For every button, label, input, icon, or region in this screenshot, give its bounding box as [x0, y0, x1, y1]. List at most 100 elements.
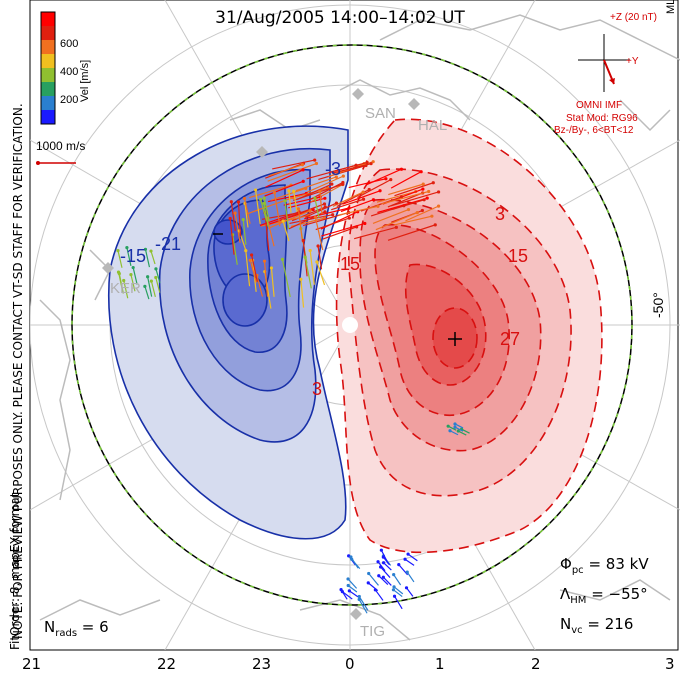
velocity-vector-origin	[248, 258, 252, 262]
velocity-vector-origin	[154, 267, 158, 271]
velocity-vector-origin	[381, 561, 386, 565]
velocity-vector-origin	[357, 594, 361, 599]
velocity-vector-origin	[341, 174, 345, 178]
velocity-vector	[368, 573, 379, 586]
imf-y-label: +Y	[626, 56, 639, 67]
velocity-vector	[272, 159, 315, 170]
mlt-tick-1: 1	[435, 655, 445, 673]
velocity-vector-origin	[436, 204, 441, 208]
velocity-vector-origin	[262, 259, 267, 263]
velocity-vector	[264, 180, 304, 197]
velocity-vector-origin	[381, 575, 385, 579]
velocity-vector	[267, 192, 307, 203]
phi-sub: pc	[571, 565, 584, 576]
velocity-vector-origin	[392, 585, 396, 589]
velocity-vector	[383, 562, 392, 571]
velocity-vector	[288, 190, 292, 213]
velocity-vector-origin	[331, 213, 335, 217]
colorbar-band	[41, 54, 55, 69]
colorbar-band	[41, 12, 55, 27]
station-label-tig: TIG	[360, 623, 385, 640]
velocity-vector	[331, 198, 364, 211]
velocity-vector	[263, 203, 269, 228]
velocity-vector-origin	[143, 247, 148, 251]
colorbar-band	[41, 68, 55, 83]
velocity-vector	[130, 274, 136, 292]
velocity-vector-origin	[316, 244, 320, 248]
radar-count: Nrads = 6	[44, 618, 109, 639]
colorbar-band	[41, 82, 55, 97]
velocity-vector	[244, 203, 249, 228]
velocity-vector-origin	[430, 214, 434, 218]
velocity-vector-origin	[330, 182, 334, 186]
velocity-vector	[407, 553, 418, 562]
velocity-vector-origin	[394, 225, 398, 229]
contour-label: 15	[340, 254, 360, 274]
velocity-vector	[271, 187, 306, 201]
velocity-vector	[144, 249, 151, 268]
velocity-vector	[358, 599, 368, 614]
colorbar-band	[41, 110, 55, 125]
velocity-vector-origin	[262, 201, 266, 205]
mlt-tick-0: 0	[345, 655, 355, 673]
velocity-vector-origin	[303, 255, 307, 259]
velocity-vector-origin	[391, 588, 396, 592]
velocity-vector-origin	[453, 425, 457, 429]
velocity-vector-origin	[300, 163, 305, 167]
velocity-vector-origin	[378, 189, 382, 193]
velocity-vector-origin	[154, 275, 158, 280]
velocity-vector-origin	[376, 560, 380, 564]
velocity-vector	[375, 212, 418, 231]
velocity-vector	[267, 162, 317, 182]
velocity-vector	[118, 273, 124, 294]
station-markers	[102, 88, 420, 620]
lambda-value: = −55°	[586, 585, 648, 603]
colorbar-tick-600: 600	[60, 38, 79, 50]
station-label-hal: HAL	[418, 117, 447, 134]
velocity-vector-origin	[281, 219, 285, 223]
fit-order-note: FitOrder: 8, mapEX format	[8, 492, 22, 650]
velocity-vector-origin	[419, 170, 423, 174]
velocity-vector-origin	[308, 248, 312, 253]
velocity-vector-origin	[346, 577, 350, 581]
velocity-vector-origin	[422, 198, 426, 202]
velocity-vector-origin	[415, 210, 419, 215]
phi-value: = 83 kV	[583, 555, 649, 573]
velocity-vector-origin	[314, 161, 319, 166]
contour-label: -15	[120, 246, 146, 266]
velocity-vector-origin	[269, 266, 274, 270]
velocity-vector	[243, 198, 251, 224]
velocity-vector-origin	[381, 555, 385, 559]
positive-potential-cell	[335, 118, 603, 554]
velocity-vector-origin	[280, 257, 285, 261]
nvc-symbol: N	[560, 615, 572, 633]
velocity-vector	[245, 250, 251, 287]
velocity-vector	[242, 219, 247, 245]
velocity-vector-origin	[406, 207, 411, 212]
velocity-vector	[260, 199, 268, 222]
velocity-vector	[132, 267, 138, 285]
velocity-vector-origin	[323, 196, 327, 200]
velocity-vector-origin	[427, 189, 431, 194]
velocity-vector-origin	[117, 272, 121, 276]
map-title: 31/Aug/2005 14:00–14:02 UT	[215, 8, 465, 28]
velocity-vector-origin	[272, 191, 277, 195]
mlt-tick-22: 22	[157, 655, 177, 673]
velocity-vector-origin	[334, 201, 339, 205]
velocity-vector	[350, 556, 359, 569]
velocity-vector-origin	[397, 563, 401, 567]
velocity-vector	[266, 217, 275, 247]
velocity-vector-origin	[406, 552, 410, 556]
mlt-tick-21: 21	[22, 655, 42, 673]
velocity-vector	[251, 254, 258, 282]
velocity-vector-origin	[405, 570, 409, 574]
velocity-vector	[372, 208, 409, 224]
velocity-vector-origin	[229, 200, 233, 204]
imf-z-label: +Z (20 nT)	[610, 12, 657, 23]
velocity-vector-origin	[373, 588, 377, 592]
velocity-vector-origin	[363, 221, 367, 226]
velocity-vector-origin	[323, 210, 327, 214]
velocity-vector-origin	[384, 177, 388, 181]
velocity-vector-origin	[299, 277, 303, 281]
